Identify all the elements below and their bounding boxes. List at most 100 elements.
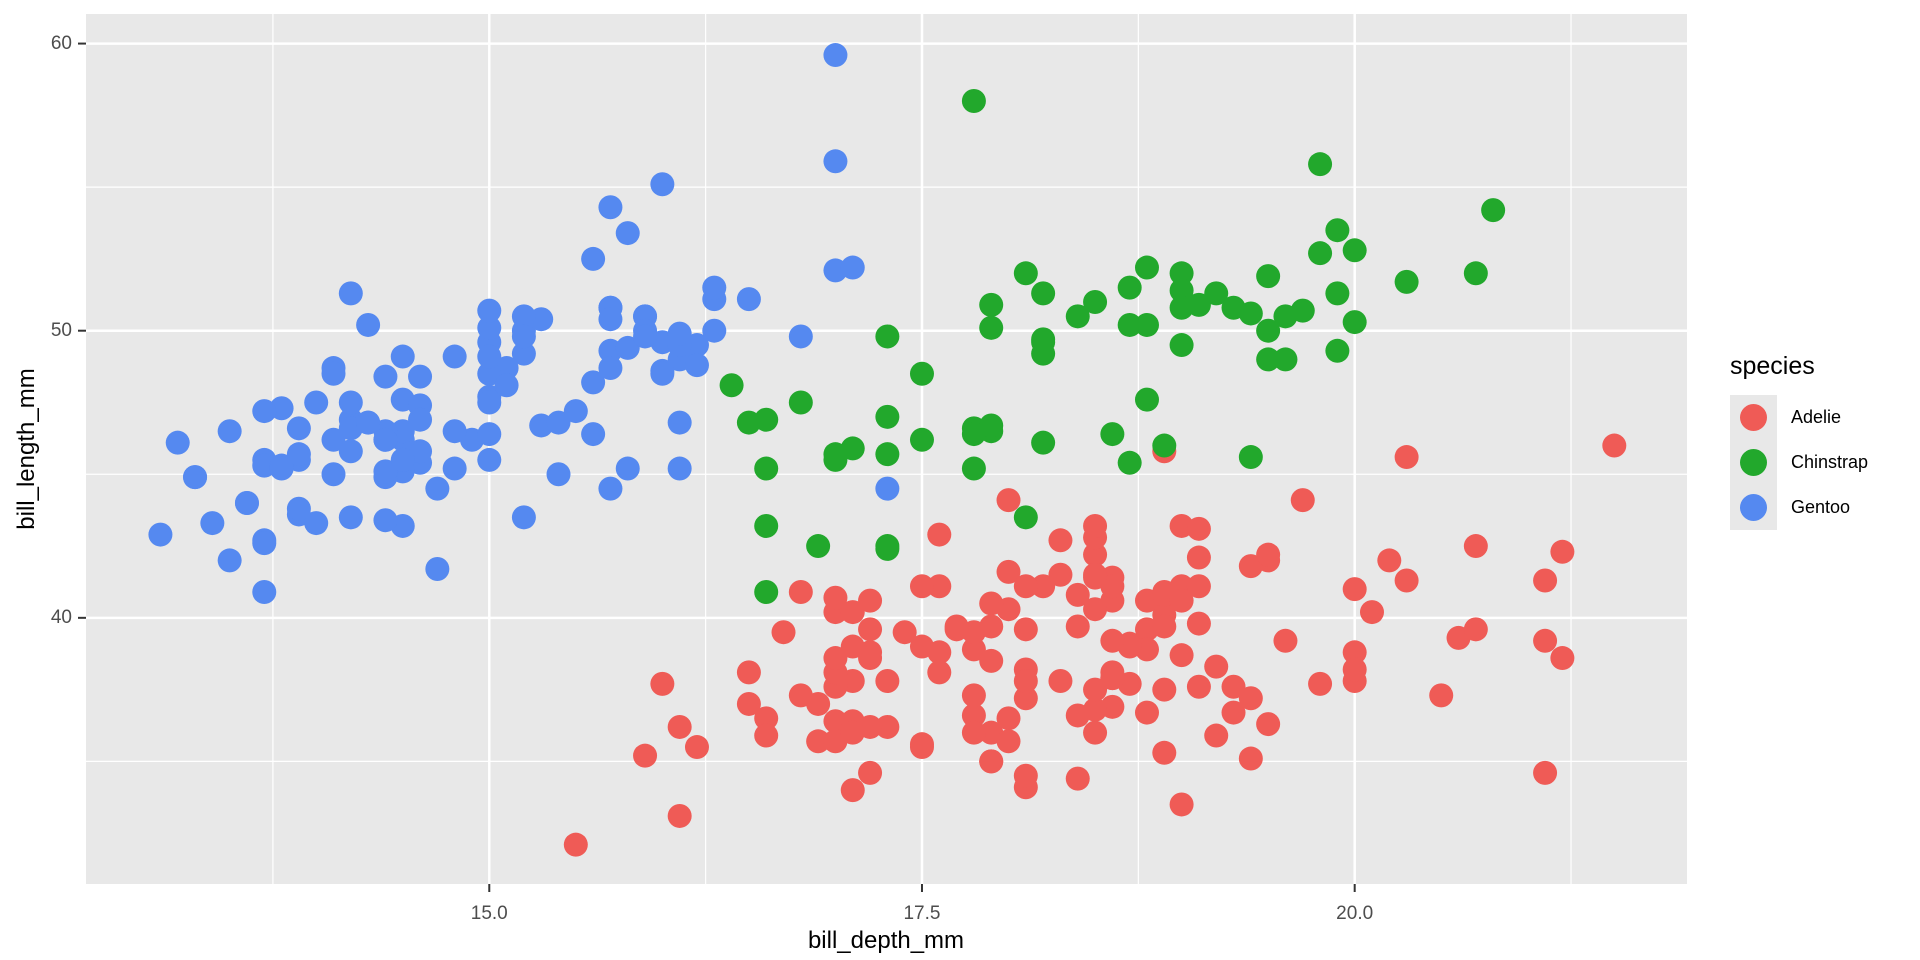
data-point-adelie	[1048, 669, 1073, 693]
legend-key	[1730, 485, 1777, 530]
data-point-gentoo	[581, 370, 606, 395]
data-point-adelie	[1065, 582, 1090, 607]
data-point-adelie	[754, 706, 779, 731]
data-point-adelie	[1065, 766, 1090, 791]
legend-item-adelie: Adelie	[1730, 395, 1868, 440]
data-point-gentoo	[252, 531, 277, 556]
data-point-adelie	[1377, 548, 1402, 573]
data-point-adelie	[823, 585, 848, 610]
data-point-chinstrap	[1134, 312, 1159, 337]
data-point-adelie	[979, 749, 1004, 774]
data-point-adelie	[1169, 643, 1194, 668]
data-point-adelie	[1602, 433, 1627, 458]
data-point-gentoo	[425, 476, 450, 501]
data-point-gentoo	[684, 353, 709, 378]
data-point-gentoo	[667, 410, 692, 435]
data-point-gentoo	[667, 456, 692, 481]
data-point-gentoo	[650, 361, 675, 386]
data-point-gentoo	[511, 324, 536, 349]
data-point-chinstrap	[961, 456, 986, 481]
data-point-gentoo	[477, 390, 502, 415]
data-point-chinstrap	[1325, 218, 1350, 243]
data-point-adelie	[1186, 611, 1211, 636]
data-point-chinstrap	[1273, 347, 1298, 372]
data-point-gentoo	[598, 356, 623, 381]
data-point-adelie	[1256, 712, 1281, 737]
data-point-adelie	[788, 579, 813, 604]
data-point-adelie	[736, 691, 761, 716]
data-point-gentoo	[563, 399, 588, 424]
data-point-adelie	[563, 832, 588, 857]
data-point-gentoo	[684, 333, 709, 358]
data-point-gentoo	[356, 312, 381, 337]
data-point-chinstrap	[1325, 338, 1350, 363]
data-point-adelie	[633, 743, 658, 768]
data-point-adelie	[788, 683, 813, 708]
data-point-gentoo	[338, 439, 363, 464]
data-point-gentoo	[702, 318, 727, 343]
data-point-adelie	[996, 706, 1021, 731]
data-point-adelie	[1204, 654, 1229, 679]
legend-swatch-icon	[1740, 449, 1767, 476]
data-point-adelie	[1169, 792, 1194, 817]
data-point-adelie	[1550, 539, 1575, 564]
data-point-adelie	[1533, 628, 1558, 653]
data-point-gentoo	[581, 422, 606, 447]
data-point-chinstrap	[875, 324, 900, 349]
data-point-gentoo	[442, 419, 467, 444]
data-point-adelie	[754, 723, 779, 748]
data-point-chinstrap	[1100, 422, 1125, 447]
data-point-gentoo	[321, 361, 346, 386]
data-point-chinstrap	[719, 373, 744, 398]
data-point-adelie	[1221, 700, 1246, 725]
data-point-gentoo	[477, 344, 502, 369]
data-point-adelie	[1342, 657, 1367, 682]
x-axis-title: bill_depth_mm	[807, 927, 965, 954]
data-point-adelie	[961, 637, 986, 662]
data-point-chinstrap	[1134, 387, 1159, 412]
data-point-gentoo	[581, 246, 606, 271]
data-point-adelie	[909, 574, 934, 599]
data-point-chinstrap	[1308, 241, 1333, 266]
data-point-chinstrap	[979, 292, 1004, 317]
legend-label: Chinstrap	[1791, 452, 1869, 472]
data-point-adelie	[858, 617, 883, 642]
data-point-adelie	[771, 620, 796, 645]
data-point-adelie	[667, 714, 692, 739]
data-point-gentoo	[633, 324, 658, 349]
data-point-adelie	[1031, 574, 1056, 599]
data-point-adelie	[944, 614, 969, 639]
data-point-adelie	[667, 803, 692, 828]
data-point-gentoo	[373, 508, 398, 533]
legend-item-gentoo: Gentoo	[1730, 485, 1868, 530]
data-point-adelie	[1083, 720, 1108, 745]
data-point-adelie	[840, 778, 865, 803]
data-point-adelie	[1533, 760, 1558, 785]
data-point-chinstrap	[1169, 295, 1194, 320]
data-point-adelie	[1152, 740, 1177, 765]
data-point-gentoo	[425, 557, 450, 582]
data-point-chinstrap	[823, 442, 848, 467]
data-point-chinstrap	[1065, 304, 1090, 329]
data-point-adelie	[858, 646, 883, 671]
data-point-chinstrap	[754, 513, 779, 538]
data-point-gentoo	[390, 344, 415, 369]
data-point-adelie	[1152, 614, 1177, 639]
data-point-chinstrap	[875, 404, 900, 429]
data-point-adelie	[979, 591, 1004, 616]
data-point-adelie	[840, 600, 865, 625]
data-point-chinstrap	[1342, 310, 1367, 335]
data-point-gentoo	[598, 195, 623, 220]
legend-item-chinstrap: Chinstrap	[1730, 440, 1868, 485]
data-point-chinstrap	[1169, 278, 1194, 303]
data-point-adelie	[875, 714, 900, 739]
data-point-gentoo	[546, 410, 571, 435]
data-point-chinstrap	[1152, 433, 1177, 458]
data-point-adelie	[1186, 545, 1211, 570]
data-point-adelie	[1186, 574, 1211, 599]
data-point-adelie	[961, 683, 986, 708]
data-point-chinstrap	[1031, 330, 1056, 355]
data-point-adelie	[1308, 671, 1333, 696]
data-point-adelie	[875, 669, 900, 693]
data-point-gentoo	[373, 459, 398, 484]
